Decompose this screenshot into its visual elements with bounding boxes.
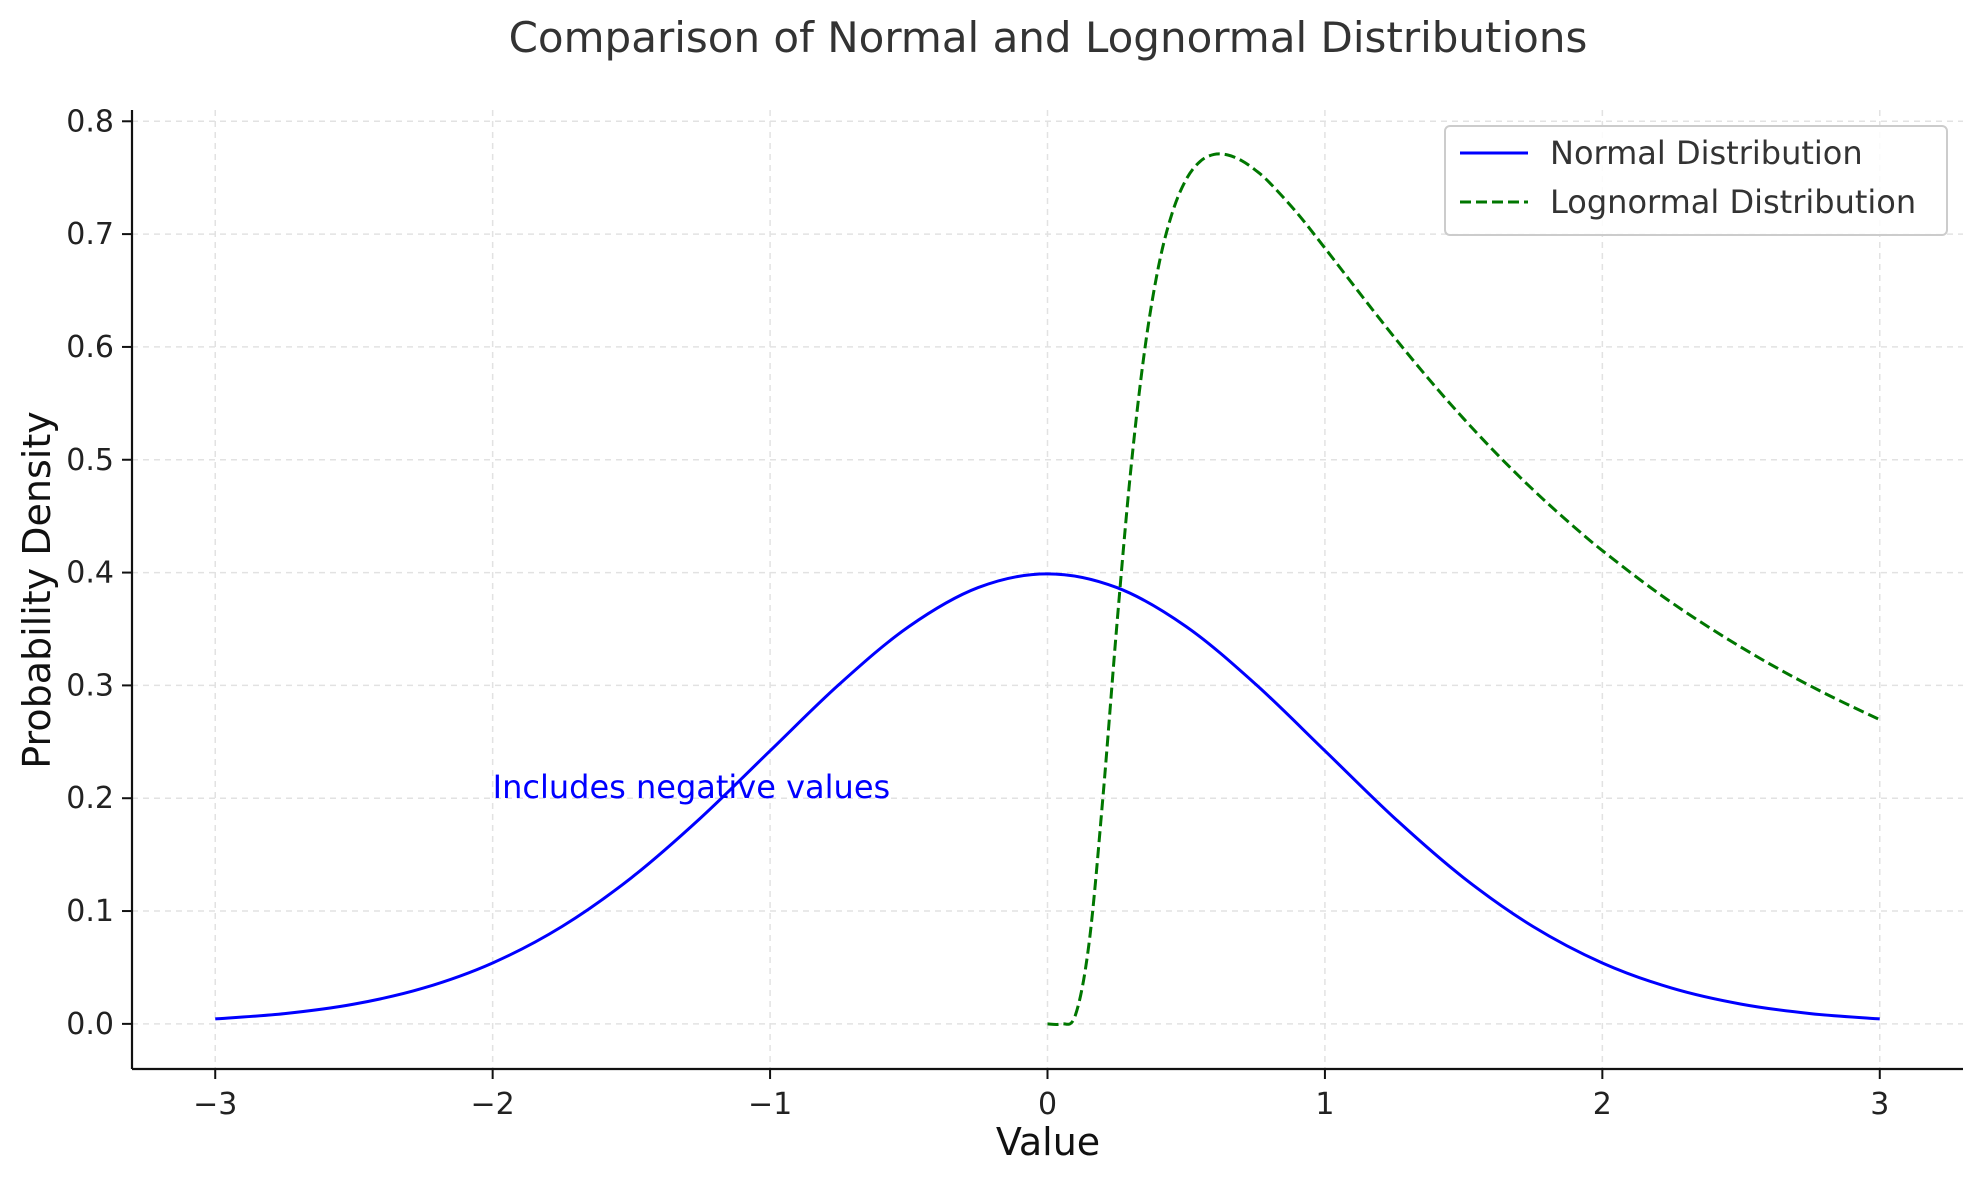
y-tick-label: 0.3 — [66, 668, 114, 703]
y-tick-label: 0.0 — [66, 1007, 114, 1042]
y-axis-label: Probability Density — [15, 411, 59, 768]
x-tick-label: −3 — [193, 1087, 237, 1122]
tick-layer: −3 −2 −1 0 1 2 3 0.0 0.1 0.2 0.3 0.4 0.5 0.6 0.7 0.8 — [66, 104, 1889, 1122]
x-tick-label: 2 — [1593, 1087, 1612, 1122]
legend-label-lognormal: Lognormal Distribution — [1550, 183, 1916, 221]
chart-title: Comparison of Normal and Lognormal Distr… — [509, 13, 1588, 62]
x-axis-label: Value — [996, 1120, 1100, 1164]
series-line-lognormal — [1047, 152, 1881, 1026]
legend-box — [1444, 125, 1948, 236]
plot-layer — [215, 152, 1881, 1026]
series-line-normal — [215, 572, 1880, 1021]
y-tick-label: 0.7 — [66, 217, 114, 252]
y-tick-label: 0.2 — [66, 781, 114, 816]
legend: Normal Distribution Lognormal Distributi… — [1444, 125, 1948, 236]
y-tick-label: 0.6 — [66, 330, 114, 365]
x-tick-label: −2 — [471, 1087, 515, 1122]
y-tick-label: 0.4 — [66, 556, 114, 591]
x-tick-label: 3 — [1870, 1087, 1889, 1122]
y-tick-label: 0.8 — [66, 104, 114, 139]
x-tick-label: −1 — [748, 1087, 792, 1122]
y-tick-label: 0.1 — [66, 894, 114, 929]
x-tick-label: 0 — [1038, 1087, 1057, 1122]
y-tick-label: 0.5 — [66, 443, 114, 478]
legend-label-normal: Normal Distribution — [1550, 134, 1863, 172]
x-tick-label: 1 — [1315, 1087, 1334, 1122]
annotation-negative-values: Includes negative values — [493, 768, 891, 806]
